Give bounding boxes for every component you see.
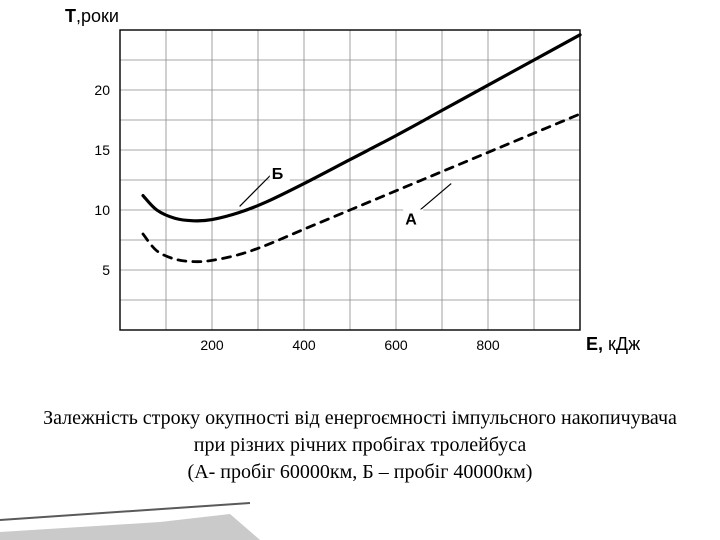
- figure-caption: Залежність строку окупності від енергоєм…: [0, 405, 720, 486]
- x-axis-title: E, кДж: [586, 334, 640, 354]
- slide-corner-decoration: [0, 500, 260, 540]
- x-tick-label: 400: [292, 337, 316, 353]
- series-label-A: А: [405, 211, 417, 228]
- series-label-B: Б: [272, 166, 284, 183]
- caption-line-1: Залежність строку окупності від енергоєм…: [40, 405, 680, 459]
- payback-chart: 5 10 15 20 200 400 600 800 E, кДж Б А: [60, 10, 660, 390]
- x-tick-label: 200: [200, 337, 224, 353]
- caption-line-2: (А- пробіг 60000км, Б – пробіг 40000км): [40, 459, 680, 486]
- y-tick-label: 20: [94, 82, 110, 98]
- x-tick-label: 600: [384, 337, 408, 353]
- y-tick-label: 15: [94, 142, 110, 158]
- y-tick-label: 10: [94, 202, 110, 218]
- x-tick-label: 800: [476, 337, 500, 353]
- y-tick-label: 5: [102, 262, 110, 278]
